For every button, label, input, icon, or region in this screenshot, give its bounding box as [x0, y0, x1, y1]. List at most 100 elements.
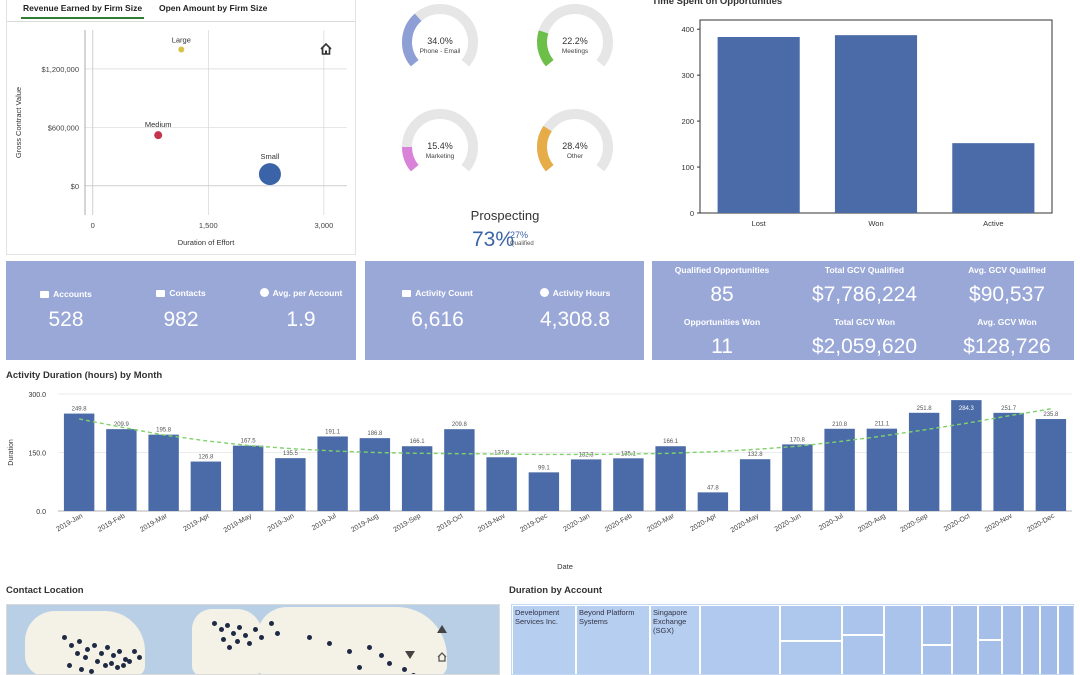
tab-revenue-earned[interactable]: Revenue Earned by Firm Size: [21, 3, 145, 19]
contact-point[interactable]: [221, 637, 226, 642]
x-tick-label: 2019-Jun: [267, 513, 296, 534]
contact-point[interactable]: [117, 649, 122, 654]
treemap-cell[interactable]: [1058, 605, 1073, 674]
contact-point[interactable]: [109, 661, 114, 666]
contact-point[interactable]: [85, 647, 90, 652]
contact-point[interactable]: [411, 673, 416, 674]
month-bar: [232, 445, 264, 511]
contact-point[interactable]: [79, 667, 84, 672]
contact-point[interactable]: [132, 649, 137, 654]
contact-point[interactable]: [307, 635, 312, 640]
month-bar: [951, 400, 982, 511]
contact-point[interactable]: [237, 625, 242, 630]
home-icon[interactable]: [320, 42, 332, 55]
contact-point[interactable]: [357, 665, 362, 670]
contact-point[interactable]: [212, 621, 217, 626]
home-icon[interactable]: [437, 652, 447, 662]
bubble-large: [178, 46, 185, 53]
time-spent-title: Time Spent on Opportunities: [652, 0, 782, 7]
treemap-cell[interactable]: Development Services Inc.: [512, 605, 576, 674]
contact-point[interactable]: [127, 659, 132, 664]
treemap-cell[interactable]: [884, 605, 922, 674]
contact-point[interactable]: [75, 651, 80, 656]
bubble-label: Large: [172, 35, 191, 44]
contact-point[interactable]: [121, 663, 126, 668]
duration-by-account-treemap[interactable]: Development Services Inc. Beyond Platfor…: [511, 604, 1074, 675]
contact-point[interactable]: [227, 645, 232, 650]
contact-point[interactable]: [259, 635, 264, 640]
gauge-name: Meetings: [562, 48, 589, 55]
treemap-cell[interactable]: [922, 605, 952, 645]
contact-point[interactable]: [219, 627, 224, 632]
pan-down-icon[interactable]: [405, 651, 415, 659]
contact-point[interactable]: [62, 635, 67, 640]
contact-point[interactable]: [243, 633, 248, 638]
y-tick-label: 100: [681, 163, 694, 172]
bubble-small: [258, 163, 281, 186]
contact-point[interactable]: [387, 661, 392, 666]
contact-point[interactable]: [83, 655, 88, 660]
total-gcv-qualified-label: Total GCV Qualified: [824, 265, 905, 275]
bar-value-label: 166.1: [663, 439, 679, 445]
y-tick-label: $600,000: [48, 123, 79, 132]
month-bar: [63, 413, 95, 511]
contact-point[interactable]: [105, 645, 110, 650]
treemap-cell[interactable]: [842, 605, 884, 635]
treemap-cell[interactable]: [922, 645, 952, 674]
contact-point[interactable]: [402, 667, 407, 672]
x-tick-label: 2019-Aug: [350, 513, 380, 534]
gauge-percent: 28.4%: [562, 141, 588, 151]
contact-point[interactable]: [77, 639, 82, 644]
prospecting-kpi: Prospecting 73% 27% Qualified: [440, 208, 570, 253]
contact-point[interactable]: [137, 655, 142, 660]
contact-point[interactable]: [225, 623, 230, 628]
contact-point[interactable]: [92, 643, 97, 648]
contact-point[interactable]: [367, 645, 372, 650]
treemap-cell[interactable]: [780, 605, 842, 641]
treemap-cell[interactable]: Singapore Exchange (SGX): [650, 605, 700, 674]
firm-size-tabbar: Revenue Earned by Firm Size Open Amount …: [7, 0, 355, 22]
accounts-label-text: Accounts: [53, 289, 92, 299]
contact-point[interactable]: [347, 649, 352, 654]
pan-up-icon[interactable]: [437, 625, 447, 633]
contact-point[interactable]: [253, 627, 258, 632]
treemap-cell[interactable]: Beyond Platform Systems: [576, 605, 650, 674]
contact-point[interactable]: [123, 657, 128, 662]
contact-point[interactable]: [235, 639, 240, 644]
treemap-cell[interactable]: [842, 635, 884, 674]
treemap-cell[interactable]: [700, 605, 780, 674]
contact-point[interactable]: [231, 631, 236, 636]
x-tick-label: 2019-Jul: [311, 512, 338, 532]
kpi-opportunities-panel: Qualified Opportunities 85 Total GCV Qua…: [652, 261, 1074, 360]
tab-open-amount[interactable]: Open Amount by Firm Size: [159, 3, 268, 13]
contact-point[interactable]: [111, 653, 116, 658]
contact-point[interactable]: [247, 641, 252, 646]
contact-point[interactable]: [275, 631, 280, 636]
bar-value-label: 209.8: [452, 422, 468, 428]
total-gcv-qualified-value: $7,786,224: [811, 283, 918, 306]
contact-point[interactable]: [69, 643, 74, 648]
treemap-cell[interactable]: [978, 640, 1002, 674]
contact-point[interactable]: [327, 641, 332, 646]
treemap-cell[interactable]: [1022, 605, 1040, 674]
contact-point[interactable]: [103, 663, 108, 668]
contact-point[interactable]: [115, 665, 120, 670]
treemap-cell[interactable]: [952, 605, 978, 674]
contact-point[interactable]: [95, 659, 100, 664]
x-tick-label: 2019-Feb: [97, 513, 127, 534]
treemap-cell[interactable]: [978, 605, 1002, 640]
treemap-cell[interactable]: [780, 641, 842, 674]
month-bar: [697, 492, 729, 511]
contact-location-map[interactable]: [6, 604, 500, 675]
qualified-opportunities-label: Qualified Opportunities: [674, 265, 770, 275]
treemap-cell[interactable]: [1002, 605, 1022, 674]
treemap-cell[interactable]: [1040, 605, 1058, 674]
contact-point[interactable]: [67, 663, 72, 668]
contact-point[interactable]: [99, 651, 104, 656]
bar-value-label: 170.8: [790, 437, 806, 443]
x-axis-title: Duration of Effort: [178, 238, 235, 247]
contact-point[interactable]: [269, 621, 274, 626]
contact-point[interactable]: [379, 653, 384, 658]
bar-value-label: 132.3: [579, 452, 595, 458]
contact-point[interactable]: [89, 669, 94, 674]
